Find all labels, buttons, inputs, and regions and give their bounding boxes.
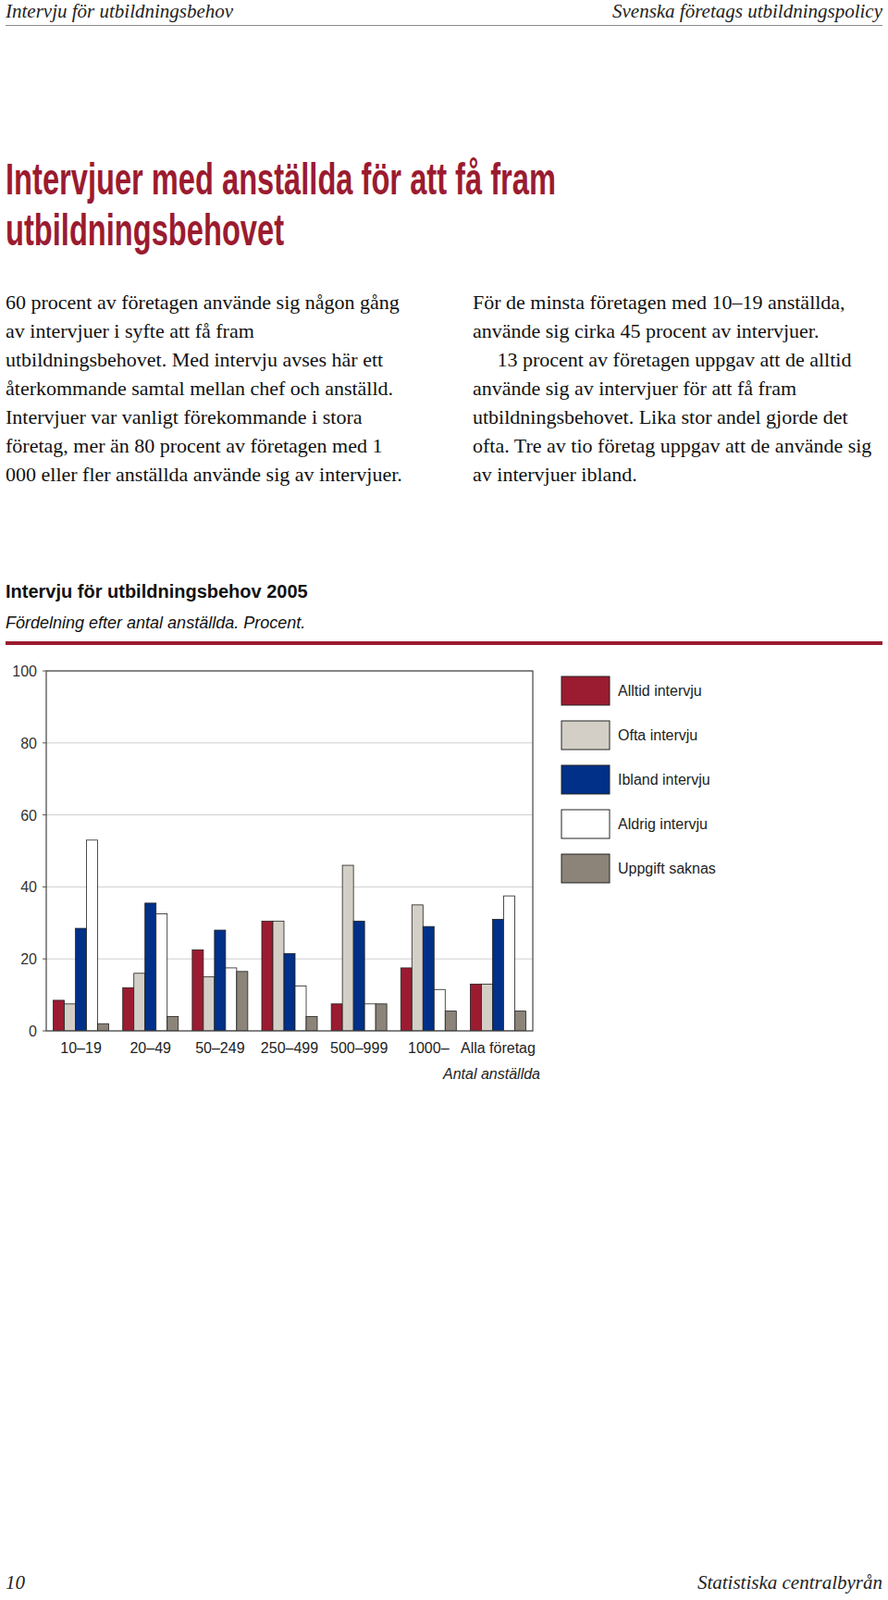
grid-line <box>46 814 533 815</box>
x-tick-label: 1000– <box>407 1039 450 1056</box>
chart-title: Intervju för utbildningsbehov 2005 <box>5 580 309 603</box>
bar <box>295 985 307 1031</box>
legend-swatch <box>561 853 610 883</box>
bar <box>411 904 423 1031</box>
x-tick-label: 500–999 <box>330 1039 388 1056</box>
bar <box>98 1023 110 1031</box>
plot-area <box>46 670 533 1031</box>
bar <box>145 902 157 1031</box>
x-tick-label: 50–249 <box>195 1039 245 1056</box>
bar <box>342 864 354 1031</box>
bar <box>400 967 412 1031</box>
bar <box>469 983 481 1031</box>
legend-swatch <box>561 809 610 839</box>
bar <box>444 1011 457 1031</box>
legend-swatch <box>561 720 610 750</box>
bar <box>364 1003 376 1031</box>
chart-rule <box>5 641 883 645</box>
legend-swatch <box>561 676 610 705</box>
legend-label: Ofta intervju <box>617 727 698 743</box>
x-tick-label: 250–499 <box>260 1039 319 1056</box>
header-left: Intervju för utbildningsbehov <box>5 0 234 24</box>
page-number: 10 <box>5 1570 25 1594</box>
bar <box>75 927 87 1031</box>
y-tick-label: 80 <box>20 735 37 752</box>
bar <box>492 918 504 1031</box>
paragraph: 13 procent av företagen uppgav att de al… <box>472 345 882 489</box>
bar <box>167 1015 179 1031</box>
legend-label: Alltid intervju <box>617 682 703 699</box>
bars <box>53 839 527 1031</box>
bar <box>261 920 273 1031</box>
y-tick-label: 100 <box>12 663 37 679</box>
chart: 0 20 40 60 80 100 10–19 20–49 50–249 250–499 500–9… <box>0 0 888 1600</box>
x-axis-label: Antal anställda <box>442 1065 541 1082</box>
bar <box>514 1011 526 1031</box>
bar <box>86 839 99 1031</box>
y-tick-label: 60 <box>20 807 37 824</box>
x-tick-label: Alla företag <box>460 1039 536 1056</box>
bar <box>192 949 204 1031</box>
y-tick-label: 40 <box>20 878 37 895</box>
bar <box>353 920 365 1031</box>
header-rule <box>5 24 883 26</box>
y-tick-label: 20 <box>20 950 37 967</box>
bar <box>306 1015 318 1031</box>
body-text: 60 procent av företagen använde sig någo… <box>5 287 882 489</box>
legend-label: Ibland intervju <box>617 771 711 788</box>
legend-label: Aldrig intervju <box>617 815 708 832</box>
bar <box>375 1003 387 1031</box>
bar <box>236 971 248 1031</box>
bar <box>331 1003 343 1031</box>
bar <box>422 925 434 1031</box>
legend-label: Uppgift saknas <box>617 860 716 876</box>
x-tick-label: 20–49 <box>129 1039 172 1056</box>
bar <box>134 973 146 1031</box>
legend-swatch <box>561 764 610 794</box>
grid-line <box>46 741 533 743</box>
bar <box>203 976 215 1031</box>
bar <box>123 986 135 1031</box>
bar <box>64 1003 76 1031</box>
bar <box>283 952 296 1031</box>
x-tick-label: 10–19 <box>60 1039 102 1056</box>
publisher: Statistiska centralbyrån <box>697 1570 883 1594</box>
bar <box>214 929 226 1031</box>
bar <box>53 999 65 1031</box>
heading-line: Intervjuer med anställda för att få fram <box>5 153 556 205</box>
bar <box>156 913 168 1031</box>
bar <box>503 895 515 1031</box>
grid-line <box>46 886 533 888</box>
chart-subtitle: Fördelning efter antal anställda. Procen… <box>5 613 306 633</box>
y-tick-label: 0 <box>28 1023 37 1039</box>
bar <box>433 988 445 1031</box>
plot-frame <box>46 670 533 1031</box>
bar <box>225 967 237 1031</box>
bar <box>272 920 284 1031</box>
bar <box>481 983 493 1031</box>
header-right: Svenska företags utbildningspolicy <box>612 0 883 24</box>
heading-line: utbildningsbehovet <box>5 204 284 256</box>
